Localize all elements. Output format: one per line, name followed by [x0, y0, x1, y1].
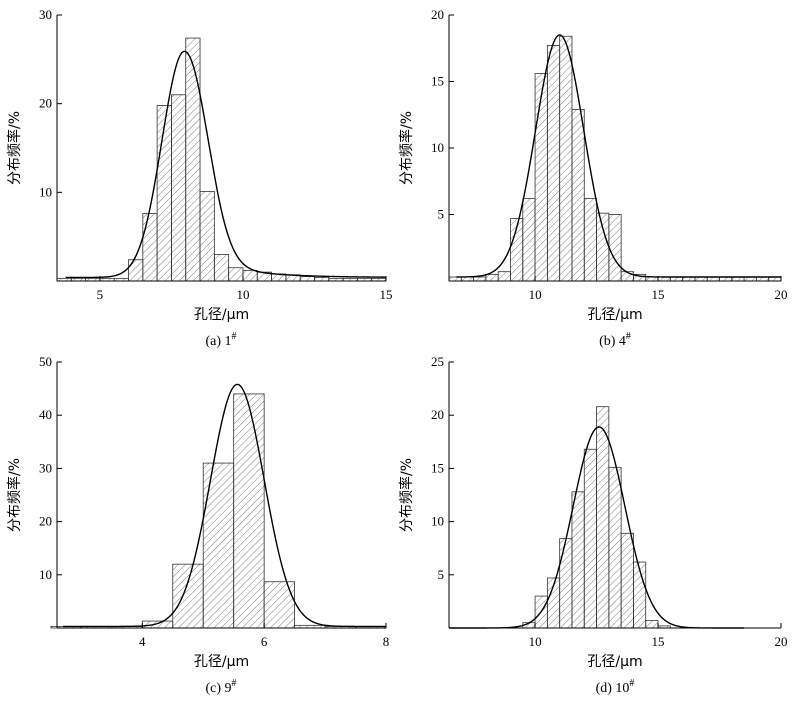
panel-caption: (c) 9# — [205, 678, 236, 696]
histogram-bar-7 — [142, 213, 158, 282]
histogram-bar-12 — [213, 253, 230, 282]
x-tick-label: 20 — [775, 634, 788, 649]
y-tick-label: 20 — [431, 7, 444, 22]
y-tick-label: 10 — [431, 140, 444, 155]
x-axis-title: 孔径/μm — [587, 307, 642, 323]
histogram-bars — [448, 35, 782, 282]
y-tick-label: 40 — [39, 407, 52, 422]
x-tick-label: 6 — [261, 634, 268, 649]
histogram-bar-19 — [314, 277, 330, 282]
x-tick-label: 10 — [529, 634, 542, 649]
histogram-bars — [522, 406, 671, 629]
x-tick-label: 10 — [236, 287, 249, 302]
histogram-bar-8 — [534, 73, 548, 282]
y-tick-label: 20 — [39, 514, 52, 529]
histogram-bar-4 — [485, 273, 499, 282]
histogram-bar-5 — [497, 271, 511, 282]
y-tick-label: 10 — [39, 184, 52, 199]
histogram-bars — [56, 37, 387, 282]
histogram-bar-5 — [571, 491, 585, 629]
x-tick-label: 10 — [529, 287, 542, 302]
chart-panel-4: 10 15 20 5 10 15 20 25 孔径/μm 分布频率/% (d) 10# — [398, 354, 788, 696]
histogram-bar-13 — [596, 212, 610, 282]
histogram-bar-8 — [608, 466, 622, 629]
histogram-bar-6 — [128, 259, 144, 282]
histogram-bar-4 — [559, 538, 573, 629]
histogram-bar-10 — [559, 35, 573, 282]
histogram-bar-6 — [583, 448, 597, 629]
histogram-bar-18 — [299, 276, 315, 282]
y-axis-title: 分布频率/% — [398, 111, 415, 185]
fit-curve — [63, 383, 386, 628]
histogram-bar-5 — [172, 563, 204, 629]
panel-caption: (b) 4# — [599, 331, 631, 349]
histogram-bar-12 — [583, 198, 597, 282]
y-tick-label: 15 — [431, 460, 444, 475]
caption-text: (b) 4 — [599, 334, 626, 349]
y-tick-label: 25 — [431, 354, 444, 369]
histogram-bar-4 — [141, 620, 174, 629]
y-tick-label: 50 — [39, 354, 52, 369]
fit-curve — [456, 34, 781, 278]
fit-curve — [65, 50, 387, 279]
y-tick-label: 10 — [39, 567, 52, 582]
chart-panel-1: 5 10 15 10 20 30 孔径/μm 分布频率/% (a) 1# — [6, 7, 393, 349]
chart-panel-2: 10 15 20 5 10 15 20 孔径/μm 分布频率/% (b) 4# — [398, 7, 788, 349]
y-tick-label: 15 — [431, 74, 444, 89]
histogram-bar-9 — [171, 94, 187, 282]
histogram-bars — [50, 393, 387, 629]
histogram-bar-14 — [608, 214, 622, 282]
y-tick-label: 5 — [438, 567, 445, 582]
histogram-bar-14 — [242, 269, 258, 282]
y-axis-title: 分布频率/% — [6, 458, 23, 532]
caption-superscript: # — [232, 331, 237, 342]
caption-text: (a) 1 — [205, 334, 231, 349]
histogram-bar-11 — [571, 109, 585, 282]
x-axis-title: 孔径/μm — [194, 654, 249, 670]
histogram-bar-15 — [620, 271, 634, 282]
x-tick-label: 15 — [652, 634, 665, 649]
y-tick-label: 5 — [438, 207, 445, 222]
y-axis-title: 分布频率/% — [398, 458, 415, 532]
panel-caption: (d) 10# — [596, 678, 635, 696]
histogram-bar-7 — [233, 393, 265, 629]
histogram-bar-10 — [185, 37, 201, 282]
histogram-bar-9 — [546, 45, 561, 282]
histogram-bar-3 — [473, 276, 487, 282]
y-tick-label: 20 — [431, 407, 444, 422]
x-tick-label: 15 — [652, 287, 665, 302]
x-tick-label: 5 — [97, 287, 104, 302]
caption-text: (d) 10 — [596, 681, 630, 696]
y-tick-label: 30 — [39, 7, 52, 22]
y-tick-label: 30 — [39, 460, 52, 475]
y-tick-label: 10 — [431, 514, 444, 529]
caption-text: (c) 9 — [205, 681, 231, 696]
histogram-bar-7 — [596, 406, 610, 629]
histogram-bar-11 — [199, 191, 215, 282]
x-tick-label: 20 — [775, 287, 788, 302]
y-tick-label: 20 — [39, 96, 52, 111]
chart-panel-3: 4 6 8 10 20 30 40 50 孔径/μm 分布频率/% (c) 9# — [6, 354, 389, 696]
histogram-bar-6 — [202, 462, 235, 629]
x-axis-title: 孔径/μm — [587, 654, 642, 670]
caption-superscript: # — [626, 331, 631, 342]
x-tick-label: 8 — [383, 634, 390, 649]
histogram-bar-8 — [263, 581, 296, 629]
histogram-bar-13 — [228, 267, 244, 282]
histogram-bar-9 — [620, 532, 634, 629]
histogram-bar-8 — [156, 105, 172, 282]
y-axis-title: 分布频率/% — [6, 111, 23, 185]
x-tick-label: 15 — [380, 287, 393, 302]
histogram-bar-7 — [522, 198, 536, 282]
caption-superscript: # — [629, 678, 634, 689]
histogram-bar-11 — [645, 620, 659, 629]
x-tick-label: 4 — [139, 634, 146, 649]
panel-caption: (a) 1# — [205, 331, 236, 349]
x-axis-title: 孔径/μm — [194, 307, 249, 323]
caption-superscript: # — [232, 678, 237, 689]
